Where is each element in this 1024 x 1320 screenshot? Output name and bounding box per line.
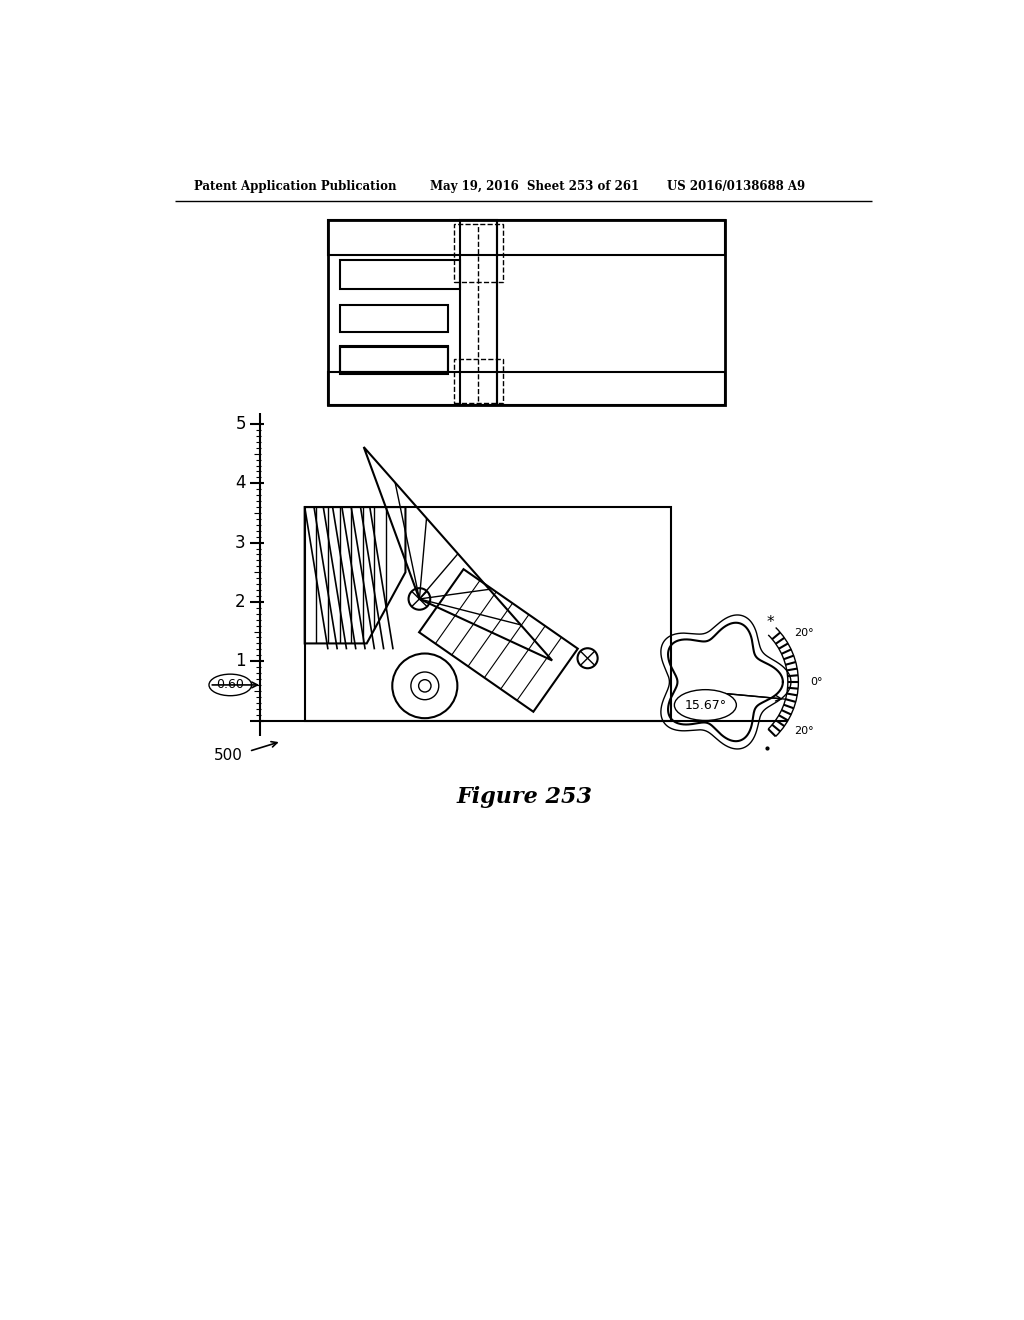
- Bar: [460, 220, 497, 405]
- Bar: [328, 220, 725, 255]
- Text: US 2016/0138688 A9: US 2016/0138688 A9: [667, 181, 805, 194]
- Text: 0°: 0°: [810, 677, 822, 686]
- Text: Patent Application Publication: Patent Application Publication: [194, 181, 396, 194]
- Text: Figure 253: Figure 253: [457, 787, 593, 808]
- Ellipse shape: [209, 675, 252, 696]
- Bar: [340, 346, 449, 372]
- Text: 20°: 20°: [794, 726, 813, 737]
- Bar: [328, 372, 725, 405]
- Bar: [454, 359, 503, 404]
- Bar: [305, 507, 671, 721]
- Text: 2: 2: [236, 593, 246, 611]
- Ellipse shape: [675, 689, 736, 721]
- Text: *: *: [767, 615, 774, 631]
- Text: 0.60: 0.60: [216, 678, 245, 692]
- Text: 5: 5: [236, 414, 246, 433]
- Text: 3: 3: [236, 533, 246, 552]
- Bar: [340, 305, 449, 331]
- Text: 20°: 20°: [794, 628, 813, 638]
- Bar: [340, 260, 460, 289]
- Text: May 19, 2016  Sheet 253 of 261: May 19, 2016 Sheet 253 of 261: [430, 181, 639, 194]
- Text: 500: 500: [214, 747, 243, 763]
- Text: 1: 1: [236, 652, 246, 671]
- Bar: [340, 347, 449, 374]
- Text: 15.67°: 15.67°: [684, 698, 726, 711]
- Text: 4: 4: [236, 474, 246, 492]
- Bar: [328, 220, 725, 405]
- Bar: [454, 224, 503, 281]
